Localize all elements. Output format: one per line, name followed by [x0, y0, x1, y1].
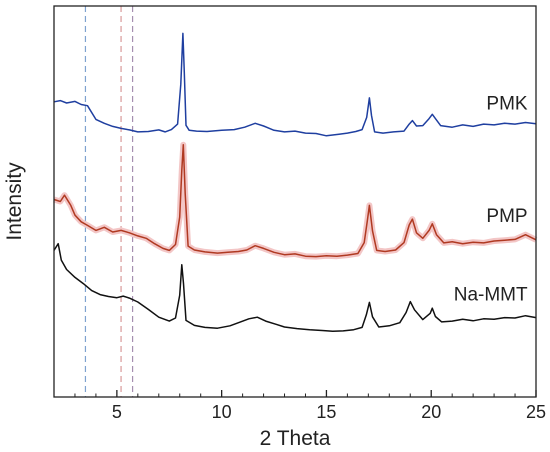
- reference-lines: [84, 6, 134, 397]
- series-labels: PMK PMP Na-MMT: [454, 94, 528, 306]
- x-tick-label-25: 25: [526, 402, 546, 422]
- x-tick-label-15: 15: [316, 402, 336, 422]
- x-axis-label: 2 Theta: [260, 427, 331, 450]
- x-tick-label-10: 10: [212, 402, 232, 422]
- y-axis-label: Intensity: [3, 162, 26, 241]
- series-label-pmp: PMP: [486, 206, 527, 227]
- series-layer: [53, 32, 538, 333]
- series-label-na-mmt: Na-MMT: [454, 285, 528, 306]
- series-label-pmk: PMK: [486, 94, 528, 115]
- series-line-na-mmt: [53, 242, 537, 333]
- x-tick-label-5: 5: [112, 402, 122, 422]
- x-tick-label-20: 20: [421, 402, 441, 422]
- series-pmp-halo: [53, 141, 538, 260]
- series-line-pmp: [53, 144, 537, 258]
- series-line-pmk: [53, 32, 537, 137]
- x-axis-ticks: 5 10 15 20 25: [74, 390, 546, 422]
- plot-frame: [53, 5, 537, 398]
